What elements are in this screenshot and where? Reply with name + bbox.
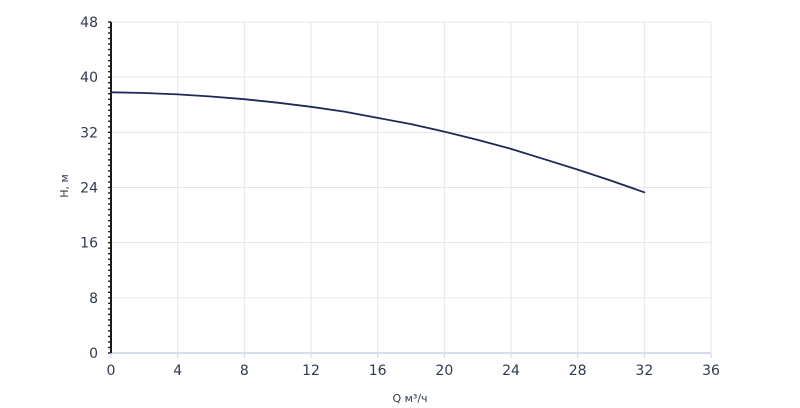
y-tick-label: 48 [80,15,98,31]
y-tick-label: 32 [80,125,98,141]
y-tick-label: 24 [80,181,98,197]
x-tick-label: 20 [435,363,453,379]
series-layer [110,91,646,194]
y-tick-label: 8 [89,291,98,307]
y-tick-label: 40 [80,70,98,86]
y-axis-title: H, м [58,174,71,198]
grid [111,21,712,353]
x-tick-label: 24 [502,363,520,379]
y-axis-minor-ticks [108,21,111,354]
x-tick-label: 4 [173,363,182,379]
x-tick-label: 28 [569,363,587,379]
x-tick-label: 12 [302,363,320,379]
series-line-0 [110,91,646,194]
x-tick-label: 32 [635,363,653,379]
axes [108,21,712,358]
x-tick-label: 0 [107,363,116,379]
x-tick-label: 36 [702,363,720,379]
y-tick-label: 0 [89,346,98,362]
x-tick-label: 16 [369,363,387,379]
x-axis-title: Q м³/ч [392,392,427,405]
x-tick-label: 8 [240,363,249,379]
y-tick-label: 16 [80,236,98,252]
